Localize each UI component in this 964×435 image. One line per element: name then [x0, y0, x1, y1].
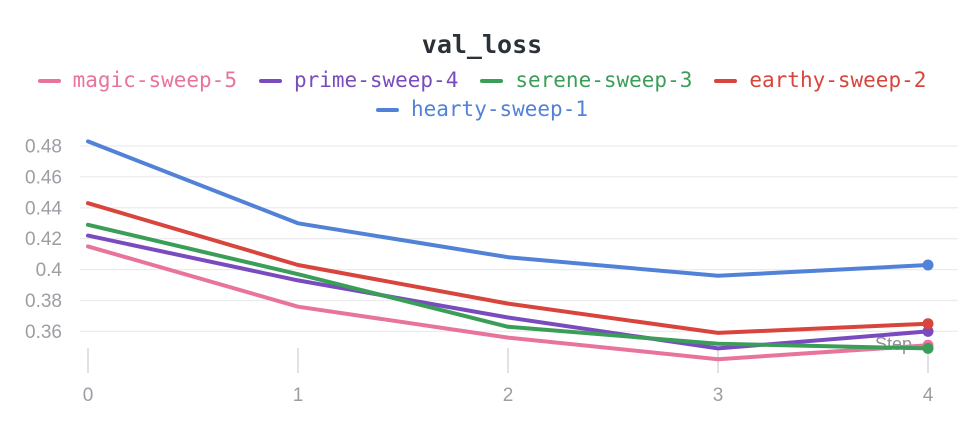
legend-label: serene-sweep-3	[515, 68, 693, 92]
legend-item-magic-sweep-5[interactable]: magic-sweep-5	[37, 68, 237, 92]
y-tick-label: 0.38	[25, 291, 62, 312]
series-endpoint-prime-sweep-4[interactable]	[922, 325, 934, 337]
legend-label: magic-sweep-5	[72, 68, 237, 92]
x-tick-label: 2	[503, 385, 514, 406]
legend-row: magic-sweep-5 prime-sweep-4 serene-sweep-3…	[0, 66, 964, 95]
x-tick-label: 0	[83, 385, 94, 406]
legend-swatch-icon	[258, 78, 282, 83]
x-tick-label: 3	[713, 385, 724, 406]
legend-item-serene-sweep-3[interactable]: serene-sweep-3	[480, 70, 692, 91]
legend-swatch-icon	[480, 78, 504, 83]
y-tick-label: 0.36	[25, 322, 62, 343]
legend-swatch-icon	[714, 78, 738, 83]
legend-swatch-icon	[375, 107, 399, 112]
series-line-hearty-sweep-1[interactable]	[86, 139, 930, 278]
legend-label: earthy-sweep-2	[749, 68, 927, 92]
series-line-magic-sweep-5[interactable]	[86, 244, 930, 362]
legend-row: hearty-sweep-1	[0, 95, 964, 124]
x-tick-label: 1	[293, 385, 304, 406]
legend-label: hearty-sweep-1	[410, 97, 588, 121]
y-tick-label: 0.4	[36, 260, 63, 281]
y-tick-label: 0.44	[25, 198, 62, 219]
series-endpoint-serene-sweep-3[interactable]	[922, 342, 934, 354]
legend-swatch-icon	[37, 78, 61, 83]
y-tick-label: 0.46	[25, 167, 62, 188]
series-line-serene-sweep-3[interactable]	[86, 222, 930, 351]
legend: magic-sweep-5 prime-sweep-4 serene-sweep-3…	[0, 66, 964, 124]
y-tick-label: 0.48	[25, 137, 62, 158]
legend-item-earthy-sweep-2[interactable]: earthy-sweep-2	[714, 70, 926, 91]
series-line-earthy-sweep-2[interactable]	[86, 201, 930, 335]
legend-label: prime-sweep-4	[293, 68, 459, 92]
series-endpoint-earthy-sweep-2[interactable]	[922, 318, 934, 330]
chart-title: val_loss	[421, 30, 543, 59]
series-line-prime-sweep-4[interactable]	[86, 233, 930, 351]
x-tick-label: 4	[923, 385, 934, 406]
legend-item-hearty-sweep-1[interactable]: hearty-sweep-1	[375, 97, 588, 121]
y-tick-label: 0.42	[25, 229, 62, 250]
series-endpoint-hearty-sweep-1[interactable]	[922, 259, 934, 271]
legend-item-prime-sweep-4[interactable]: prime-sweep-4	[258, 68, 459, 92]
